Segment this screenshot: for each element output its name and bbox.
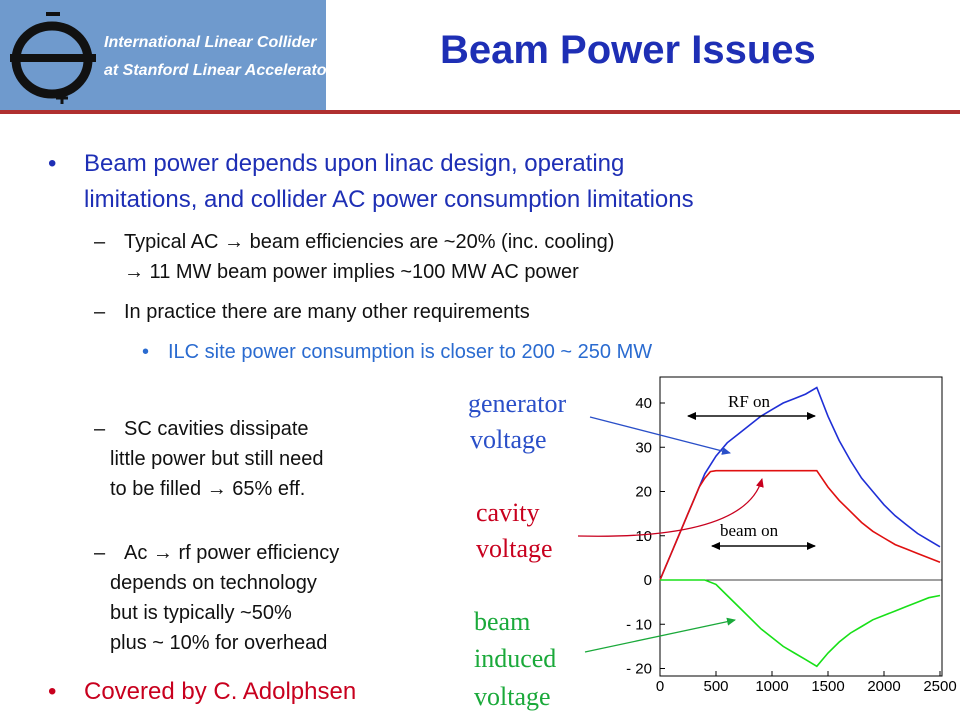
y-tick-label: 30 [635, 439, 652, 456]
beam-label-line-3: voltage [474, 682, 551, 711]
dash-glyph: – [94, 418, 106, 440]
bullet-glyph: • [48, 678, 57, 705]
cavity-label-line-1: cavity [476, 498, 540, 527]
bullet-glyph: • [48, 150, 57, 177]
header-rule [0, 110, 960, 114]
generator-label-line-2: voltage [470, 425, 547, 454]
bullet-1-line-2: limitations, and collider AC power consu… [84, 186, 694, 213]
sub-bullet-1-line-1: Typical AC → beam efficiencies are ~20% … [124, 231, 615, 253]
cavity-label-line-2: voltage [476, 534, 553, 563]
beam-label-line-1: beam [474, 607, 530, 636]
sub-bullet-3-line-1: SC cavities dissipate [124, 418, 309, 440]
sub-bullet-3-line-3: to be filled → 65% eff. [110, 478, 306, 500]
y-tick-label: 0 [644, 572, 652, 589]
sub-bullet-3-line-2: little power but still need [110, 448, 324, 470]
beam-label-line-2: induced [474, 644, 556, 673]
dash-glyph: – [94, 231, 106, 253]
x-tick-label: 2000 [867, 678, 900, 695]
bullet-1-line-1: Beam power depends upon linac design, op… [84, 150, 625, 177]
ee-symbol-icon [10, 12, 96, 104]
bullet-glyph: • [142, 341, 150, 363]
bullet-2: Covered by C. Adolphsen [84, 678, 357, 705]
ilc-logo: International Linear Collider at Stanfor… [0, 0, 388, 110]
y-tick-label: 10 [635, 528, 652, 545]
sub-bullet-1-line-2: → 11 MW beam power implies ~100 MW AC po… [124, 261, 579, 283]
y-tick-label: 40 [635, 395, 652, 412]
sub-bullet-4-line-3: but is typically ~50% [110, 602, 292, 624]
x-tick-label: 500 [703, 678, 728, 695]
slide-title: Beam Power Issues [440, 28, 816, 72]
x-tick-label: 1000 [755, 678, 788, 695]
y-tick-label: - 10 [626, 616, 652, 633]
logo-subtitle-line: at Stanford Linear Accelerator Center [104, 62, 388, 79]
y-tick-label: - 20 [626, 661, 652, 678]
dash-glyph: – [94, 301, 106, 323]
sub-bullet-4-line-2: depends on technology [110, 572, 317, 594]
sub-bullet-2: In practice there are many other require… [124, 301, 530, 323]
generator-callout-arrow [589, 416, 731, 455]
y-tick-label: 20 [635, 484, 652, 501]
beam-callout-arrow [584, 617, 736, 653]
cavity-voltage-line [659, 469, 941, 581]
sub-bullet-4-line-1: Ac → rf power efficiency [124, 542, 340, 564]
generator-label-line-1: generator [468, 389, 567, 418]
x-tick-label: 0 [656, 678, 664, 695]
sub-bullet-4-line-4: plus ~ 10% for overhead [110, 632, 328, 654]
cavity-callout-arrow [577, 478, 764, 537]
tertiary-bullet-1: ILC site power consumption is closer to … [168, 341, 653, 363]
logo-title-line: International Linear Collider [104, 34, 317, 51]
x-tick-label: 2500 [923, 678, 956, 695]
x-tick-label: 1500 [811, 678, 844, 695]
beam-on-label: beam on [720, 521, 779, 540]
beam-induced-voltage-line [660, 579, 941, 668]
dash-glyph: – [94, 542, 106, 564]
plot-frame [659, 376, 943, 677]
rf-on-label: RF on [728, 392, 771, 411]
